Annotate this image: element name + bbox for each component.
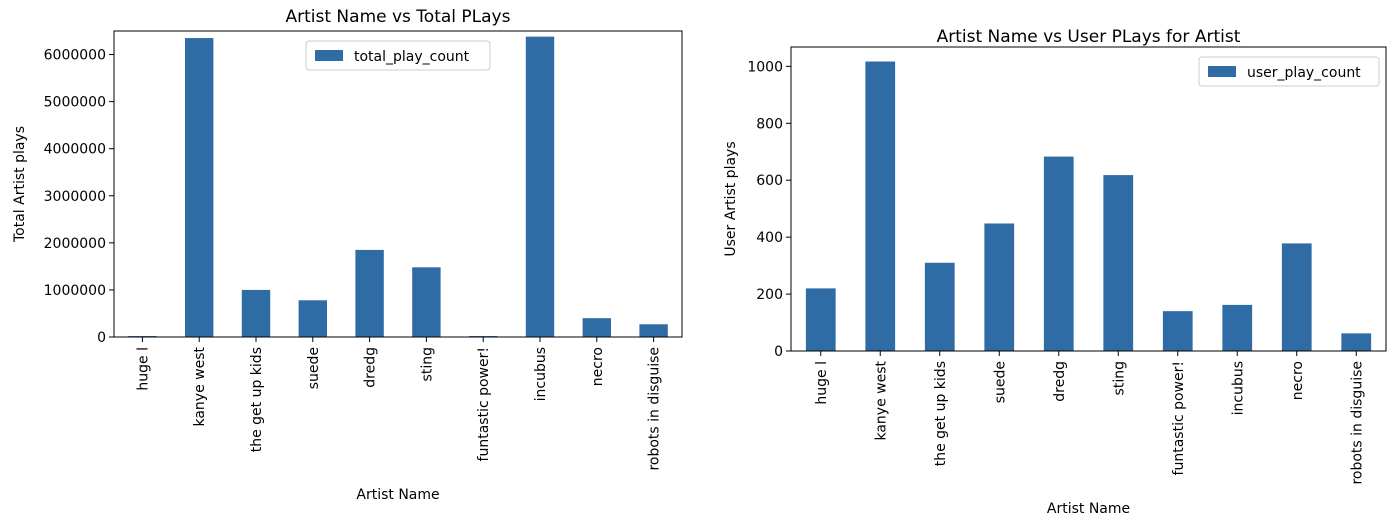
bar-the-get-up-kids xyxy=(924,262,955,351)
y-tick-label: 2000000 xyxy=(44,236,106,252)
x-axis-label: Artist Name xyxy=(356,487,439,503)
legend-label: user_play_count xyxy=(1247,65,1361,81)
y-tick-label: 3000000 xyxy=(44,189,106,205)
x-tick-label: suede xyxy=(306,347,322,389)
bar-sting xyxy=(412,267,441,337)
x-tick-label: kanye west xyxy=(873,360,889,440)
y-axis-label: User Artist plays xyxy=(723,141,739,256)
bar-necro xyxy=(582,318,611,337)
legend-box xyxy=(1198,56,1380,87)
bar-sting xyxy=(1103,175,1134,351)
legend-swatch xyxy=(315,50,343,61)
bar-funtastic-power- xyxy=(1162,311,1193,351)
y-axis-label: Total Artist plays xyxy=(12,126,28,243)
plot-frame xyxy=(113,30,683,338)
y-tick-label: 800 xyxy=(756,116,783,132)
bar-incubus xyxy=(1222,304,1253,351)
x-tick-label: dredg xyxy=(1052,361,1068,402)
x-tick-label: funtastic power! xyxy=(476,347,492,461)
y-tick-label: 1000000 xyxy=(44,283,106,299)
x-tick-label: incubus xyxy=(533,347,549,401)
x-tick-label: robots in disguise xyxy=(1349,361,1365,485)
chart-1: 0 1000000 2000000 3000000 4000000 5000000 6000… xyxy=(12,7,683,503)
bar-incubus xyxy=(525,36,555,338)
bar-necro xyxy=(1281,243,1312,351)
legend-label: total_play_count xyxy=(354,49,470,65)
x-tick-label: sting xyxy=(419,347,435,381)
y-tick-label: 6000000 xyxy=(44,48,106,64)
bar-suede xyxy=(298,300,327,337)
x-tick-label: necro xyxy=(1290,361,1306,400)
x-tick-label: necro xyxy=(590,347,606,386)
chart-title: Artist Name vs Total PLays xyxy=(286,7,511,27)
x-tick-label: huge l xyxy=(135,347,151,391)
y-tick-label: 400 xyxy=(756,230,783,246)
x-tick-label: the get up kids xyxy=(933,361,949,466)
x-tick-label: suede xyxy=(992,361,1008,403)
chart-2: 0 200 400 600 800 1000 huge l kanye west the get… xyxy=(723,27,1387,517)
y-tick-label: 5000000 xyxy=(44,95,106,111)
bar-huge-l xyxy=(805,288,836,351)
legend: total_play_count xyxy=(305,40,491,71)
bar-dredg xyxy=(1043,156,1074,351)
bar-kanye-west xyxy=(185,38,214,338)
y-tick-label: 0 xyxy=(97,330,106,346)
x-axis-label: Artist Name xyxy=(1047,501,1130,517)
x-tick-label: robots in disguise xyxy=(647,347,663,471)
y-tick-label: 1000 xyxy=(747,59,783,75)
x-tick-label: funtastic power! xyxy=(1171,361,1187,475)
bar-suede xyxy=(984,223,1015,351)
bar-the-get-up-kids xyxy=(241,289,271,337)
y-tick-label: 200 xyxy=(756,287,783,303)
y-tick-label: 4000000 xyxy=(44,142,106,158)
x-tick-label: incubus xyxy=(1230,361,1246,415)
bar-robots-in-disguise xyxy=(639,324,668,337)
x-tick-label: the get up kids xyxy=(249,347,265,452)
legend: user_play_count xyxy=(1198,56,1380,87)
y-tick-label: 600 xyxy=(756,173,783,189)
y-tick-label: 0 xyxy=(774,344,783,360)
chart-title: Artist Name vs User PLays for Artist xyxy=(937,27,1241,47)
legend-box xyxy=(305,40,491,71)
bar-kanye-west xyxy=(865,61,896,352)
x-tick-label: dredg xyxy=(363,347,379,388)
bar-robots-in-disguise xyxy=(1341,333,1372,351)
legend-swatch xyxy=(1208,66,1236,77)
x-tick-label: kanye west xyxy=(192,346,208,426)
x-tick-label: sting xyxy=(1111,361,1127,395)
plot-frame xyxy=(790,46,1387,352)
bar-dredg xyxy=(355,249,384,337)
x-tick-label: huge l xyxy=(814,361,830,405)
